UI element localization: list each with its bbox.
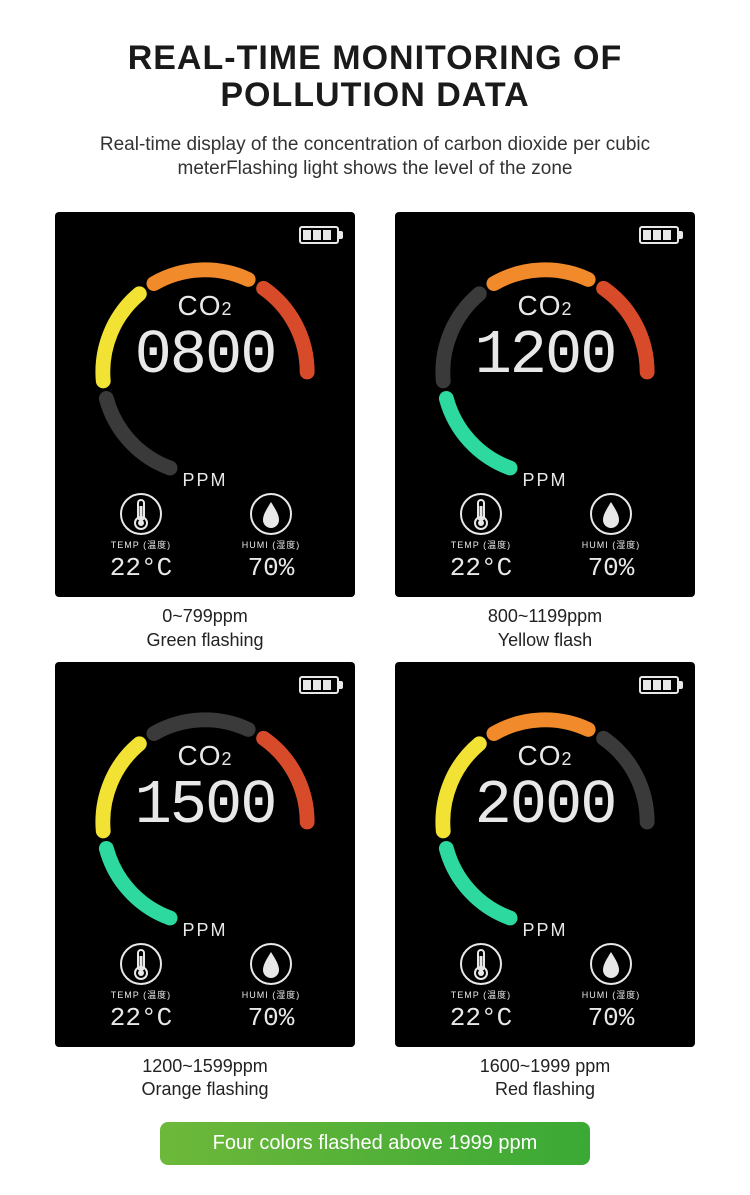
co2-panel: CO2 2000 PPM TEMP (温度) 22°C HUMI (湿度) 70…: [395, 662, 695, 1047]
panel-cell: CO2 2000 PPM TEMP (温度) 22°C HUMI (湿度) 70…: [395, 662, 695, 1102]
co2-label: CO2: [517, 290, 572, 322]
thermometer-icon: [459, 942, 503, 986]
humi-label: HUMI (湿度): [242, 988, 301, 1001]
humi-value: 70%: [582, 1003, 641, 1033]
co2-panel: CO2 1500 PPM TEMP (温度) 22°C HUMI (湿度) 70…: [55, 662, 355, 1047]
co2-value: 1500: [135, 770, 276, 841]
co2-value: 2000: [475, 770, 616, 841]
thermometer-icon: [119, 942, 163, 986]
panel-cell: CO2 0800 PPM TEMP (温度) 22°C HUMI (湿度) 70…: [55, 212, 355, 652]
panel-caption: 1600~1999 ppmRed flashing: [395, 1055, 695, 1102]
panel-caption: 800~1199ppmYellow flash: [395, 605, 695, 652]
humi-value: 70%: [582, 553, 641, 583]
co2-label: CO2: [517, 740, 572, 772]
temp-value: 22°C: [450, 1003, 512, 1033]
page-subtitle: Real-time display of the concentration o…: [40, 133, 710, 182]
ppm-label: PPM: [522, 470, 567, 491]
thermometer-icon: [119, 492, 163, 536]
ppm-label: PPM: [182, 470, 227, 491]
temp-label: TEMP (温度): [110, 538, 172, 551]
panel-caption: 1200~1599ppmOrange flashing: [55, 1055, 355, 1102]
droplet-icon: [249, 942, 293, 986]
humi-metric: HUMI (湿度) 70%: [582, 942, 641, 1033]
panel-caption: 0~799ppmGreen flashing: [55, 605, 355, 652]
droplet-icon: [589, 942, 633, 986]
temp-label: TEMP (温度): [450, 538, 512, 551]
temp-value: 22°C: [110, 553, 172, 583]
ppm-label: PPM: [522, 920, 567, 941]
temp-label: TEMP (温度): [450, 988, 512, 1001]
panel-cell: CO2 1500 PPM TEMP (温度) 22°C HUMI (湿度) 70…: [55, 662, 355, 1102]
humi-value: 70%: [242, 1003, 301, 1033]
ppm-label: PPM: [182, 920, 227, 941]
page-title: REAL-TIME MONITORING OF POLLUTION DATA: [40, 40, 710, 115]
droplet-icon: [589, 492, 633, 536]
humi-label: HUMI (湿度): [582, 538, 641, 551]
co2-label: CO2: [177, 290, 232, 322]
humi-metric: HUMI (湿度) 70%: [582, 492, 641, 583]
footer-note: Four colors flashed above 1999 ppm: [160, 1122, 590, 1165]
temp-metric: TEMP (温度) 22°C: [450, 942, 512, 1033]
temp-value: 22°C: [110, 1003, 172, 1033]
co2-value: 1200: [475, 320, 616, 391]
co2-label: CO2: [177, 740, 232, 772]
humi-metric: HUMI (湿度) 70%: [242, 942, 301, 1033]
panel-grid: CO2 0800 PPM TEMP (温度) 22°C HUMI (湿度) 70…: [40, 212, 710, 1102]
temp-metric: TEMP (温度) 22°C: [110, 942, 172, 1033]
temp-label: TEMP (温度): [110, 988, 172, 1001]
humi-label: HUMI (湿度): [582, 988, 641, 1001]
thermometer-icon: [459, 492, 503, 536]
co2-value: 0800: [135, 320, 276, 391]
temp-metric: TEMP (温度) 22°C: [110, 492, 172, 583]
co2-panel: CO2 1200 PPM TEMP (温度) 22°C HUMI (湿度) 70…: [395, 212, 695, 597]
temp-metric: TEMP (温度) 22°C: [450, 492, 512, 583]
droplet-icon: [249, 492, 293, 536]
humi-metric: HUMI (湿度) 70%: [242, 492, 301, 583]
temp-value: 22°C: [450, 553, 512, 583]
humi-label: HUMI (湿度): [242, 538, 301, 551]
co2-panel: CO2 0800 PPM TEMP (温度) 22°C HUMI (湿度) 70…: [55, 212, 355, 597]
panel-cell: CO2 1200 PPM TEMP (温度) 22°C HUMI (湿度) 70…: [395, 212, 695, 652]
humi-value: 70%: [242, 553, 301, 583]
